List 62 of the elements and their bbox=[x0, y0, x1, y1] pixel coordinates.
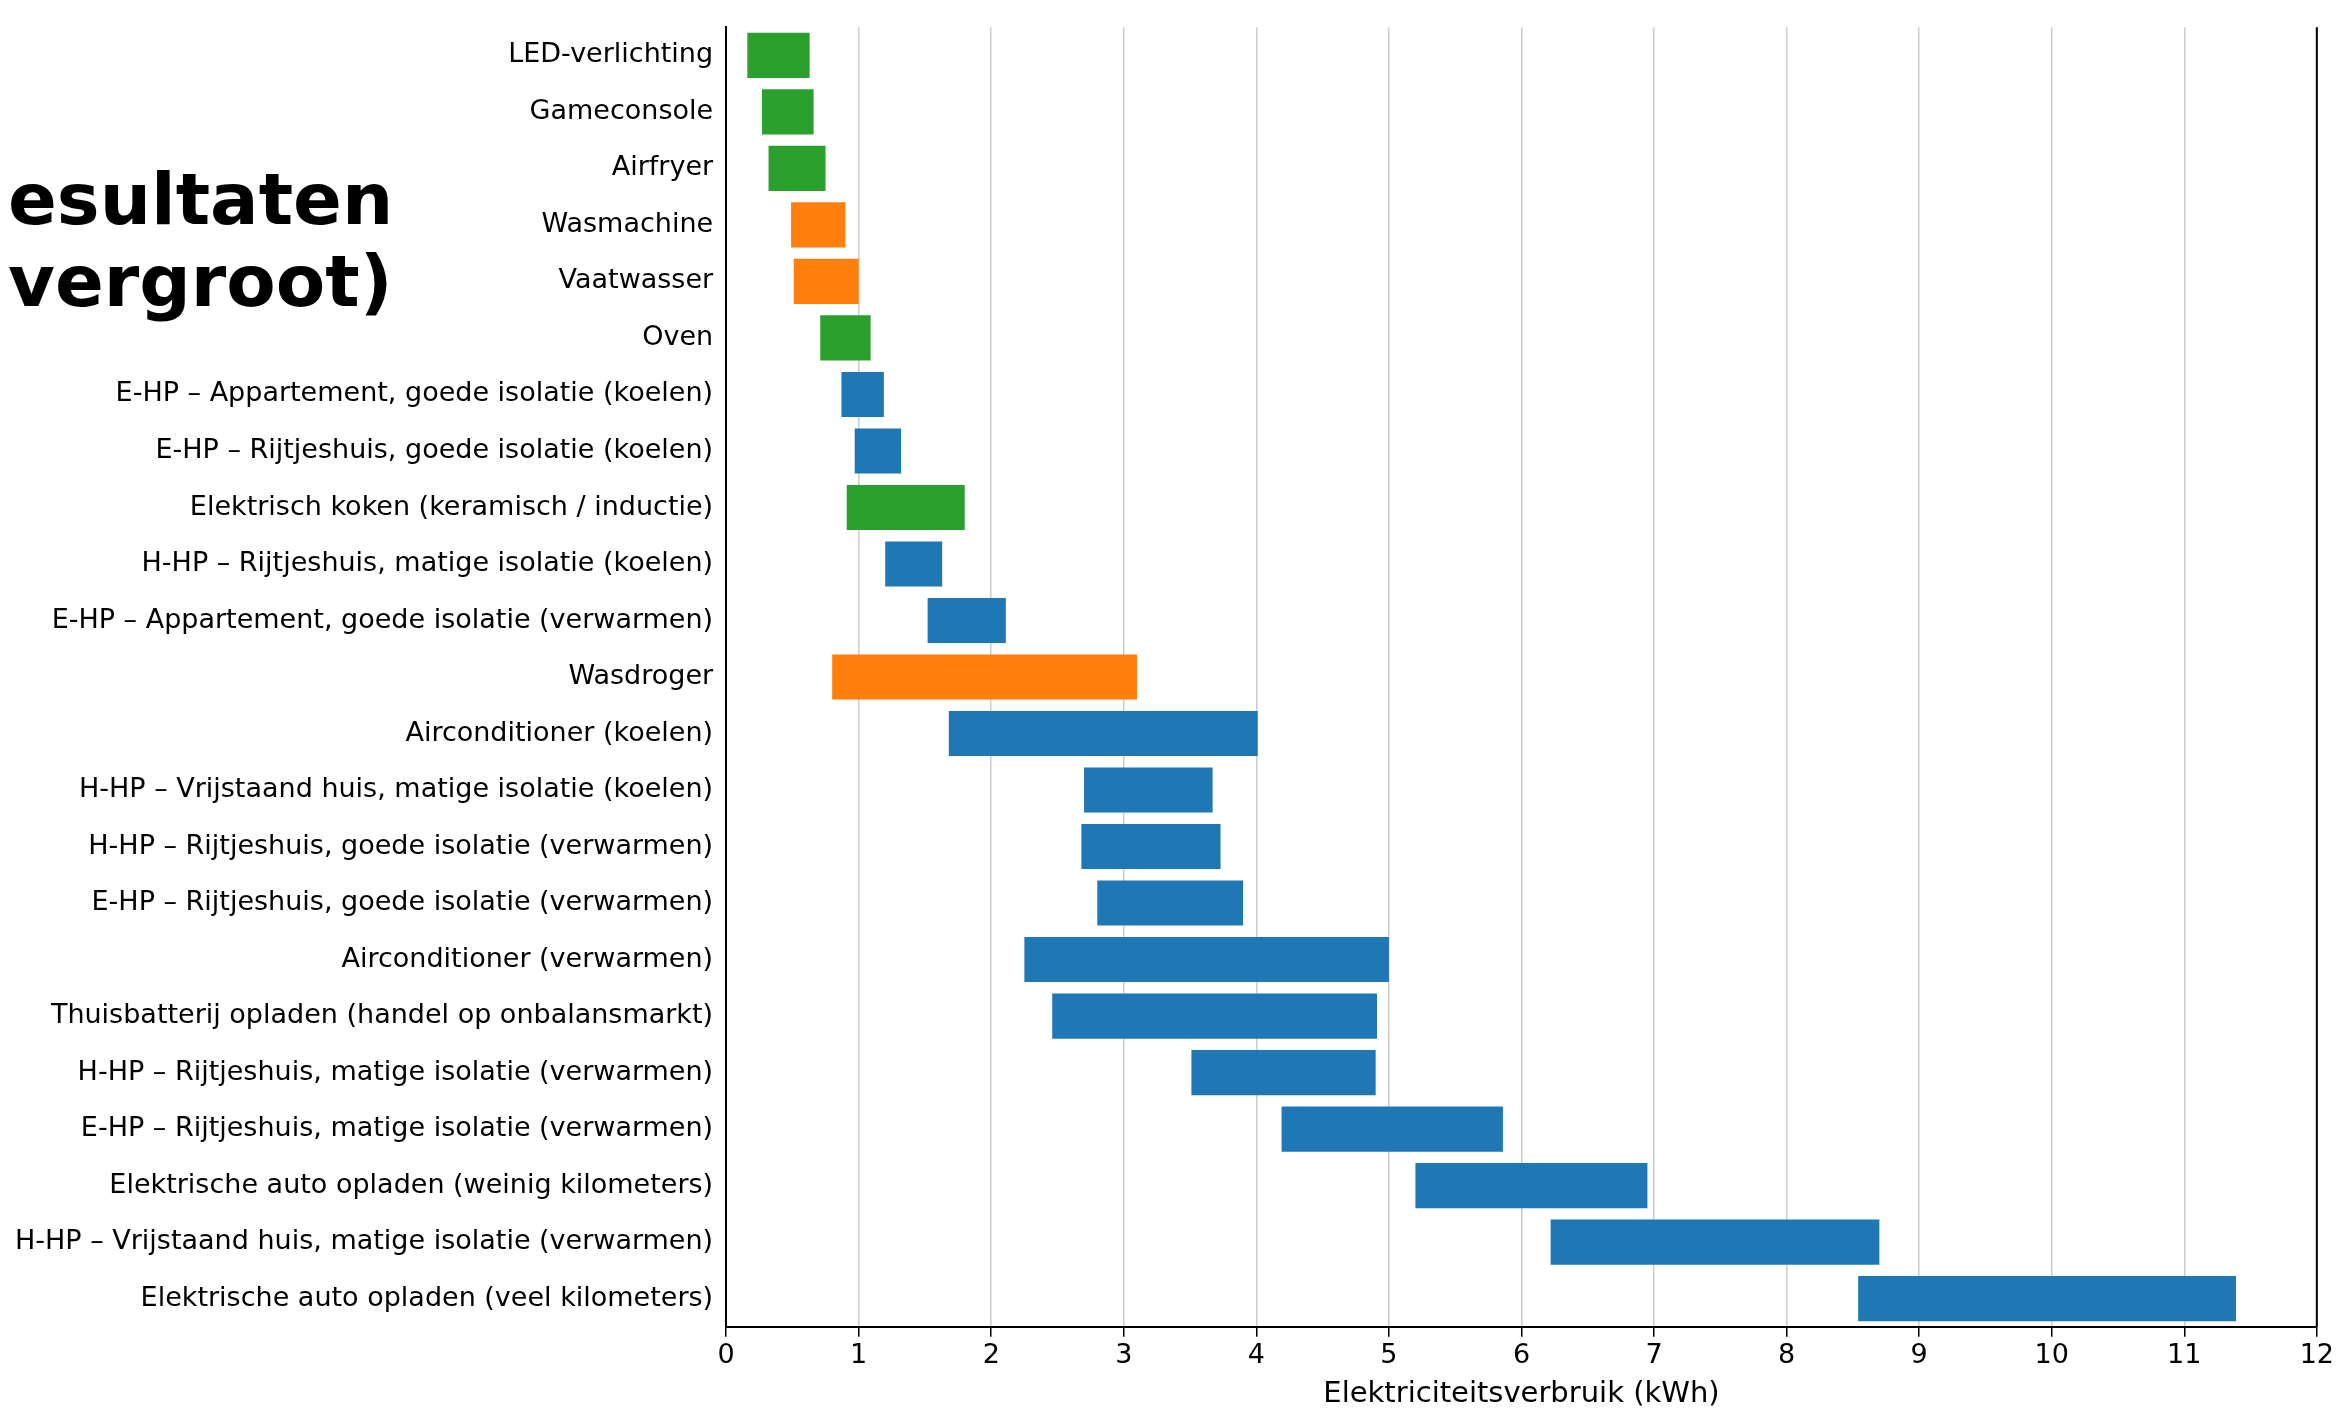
x-tick-label: 2 bbox=[982, 1338, 1000, 1370]
bar bbox=[791, 202, 846, 248]
x-tick-label: 11 bbox=[2167, 1338, 2202, 1370]
y-tick-label: Airconditioner (koelen) bbox=[405, 715, 714, 747]
y-tick-label: E-HP – Appartement, goede isolatie (koelen) bbox=[115, 376, 714, 408]
y-tick-label: Wasdroger bbox=[568, 659, 715, 691]
text: esultaten bbox=[8, 157, 394, 241]
y-tick-label: Thuisbatterij opladen (handel op onbalansmarkt) bbox=[49, 998, 714, 1030]
x-tick-label: 7 bbox=[1645, 1338, 1663, 1370]
y-tick-label: Vaatwasser bbox=[558, 263, 715, 295]
bar bbox=[1415, 1162, 1648, 1209]
bar bbox=[1084, 767, 1213, 813]
x-tick-label: 3 bbox=[1115, 1338, 1133, 1370]
bar bbox=[1097, 880, 1244, 926]
y-tick-label: H-HP – Vrijstaand huis, matige isolatie (verwarmen) bbox=[15, 1224, 714, 1256]
x-tick-label: 10 bbox=[2034, 1338, 2069, 1370]
bar bbox=[1550, 1219, 1880, 1265]
y-tick-label: Elektrische auto opladen (weinig kilometers) bbox=[109, 1167, 714, 1199]
y-tick-label: Elektrisch koken (keramisch / inductie) bbox=[189, 489, 714, 521]
y-tick-label: LED-verlichting bbox=[508, 37, 714, 69]
x-tick-label: 9 bbox=[1910, 1338, 1928, 1370]
x-tick-label: 6 bbox=[1512, 1338, 1531, 1370]
y-tick-label: H-HP – Rijtjeshuis, goede isolatie (verwarmen) bbox=[88, 828, 714, 860]
bar bbox=[1052, 993, 1377, 1039]
y-tick-label: Oven bbox=[642, 319, 714, 351]
bar bbox=[1191, 1049, 1376, 1096]
y-tick-label: E-HP – Rijtjeshuis, goede isolatie (koelen) bbox=[155, 433, 714, 464]
bar bbox=[948, 710, 1258, 757]
x-tick-label: 0 bbox=[717, 1338, 735, 1370]
bar bbox=[927, 597, 1006, 644]
bar bbox=[768, 145, 826, 192]
x-tick-label: 12 bbox=[2299, 1338, 2334, 1370]
bar bbox=[832, 654, 1138, 700]
x-tick-label: 4 bbox=[1247, 1338, 1265, 1370]
bar bbox=[846, 484, 965, 531]
y-tick-label: Airfryer bbox=[611, 150, 715, 182]
bar bbox=[1858, 1275, 2236, 1322]
bar bbox=[761, 89, 814, 135]
y-tick-label: Airconditioner (verwarmen) bbox=[341, 941, 714, 973]
bar bbox=[841, 371, 884, 418]
x-axis-title: Elektriciteitsverbruik (kWh) bbox=[1323, 1375, 1720, 1410]
y-tick-label: Gameconsole bbox=[529, 93, 714, 125]
bar bbox=[1281, 1106, 1503, 1152]
y-tick-label: E-HP – Rijtjeshuis, matige isolatie (verwarmen) bbox=[80, 1111, 714, 1143]
y-tick-label: H-HP – Vrijstaand huis, matige isolatie (koelen) bbox=[78, 772, 714, 804]
y-tick-label: H-HP – Rijtjeshuis, matige isolatie (verwarmen) bbox=[77, 1054, 714, 1086]
x-tick-label: 8 bbox=[1778, 1338, 1796, 1370]
y-tick-label: E-HP – Rijtjeshuis, goede isolatie (verwarmen) bbox=[91, 885, 714, 917]
bar bbox=[747, 32, 810, 79]
bar bbox=[1081, 823, 1221, 870]
y-tick-label: Elektrische auto opladen (veel kilometers) bbox=[140, 1280, 714, 1312]
bar bbox=[1024, 936, 1389, 983]
bar bbox=[854, 428, 902, 474]
text: vergroot) bbox=[8, 239, 394, 323]
x-tick-label: 1 bbox=[850, 1338, 868, 1370]
y-tick-label: E-HP – Appartement, goede isolatie (verwarmen) bbox=[51, 602, 714, 634]
bar bbox=[820, 315, 871, 361]
bar bbox=[793, 258, 859, 305]
x-tick-label: 5 bbox=[1380, 1338, 1398, 1370]
bar bbox=[885, 541, 943, 587]
y-tick-label: Wasmachine bbox=[541, 206, 714, 238]
y-tick-label: H-HP – Rijtjeshuis, matige isolatie (koelen) bbox=[141, 546, 714, 578]
